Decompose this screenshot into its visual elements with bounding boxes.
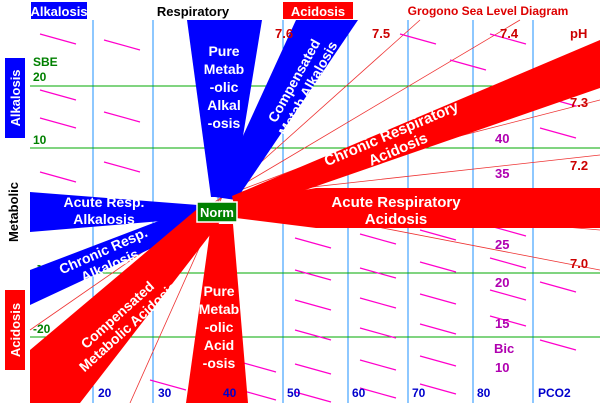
norm-label: Norm	[200, 205, 234, 220]
sbe-tick-minus20: -20	[33, 322, 51, 336]
acute-resp-alkalosis-line-2: Alkalosis	[73, 211, 135, 227]
acute-respiratory-acidosis-region	[236, 188, 600, 228]
pco2-tick-30: 30	[158, 386, 172, 400]
acidosis-tag: Acidosis	[291, 4, 345, 19]
chronic-respiratory-alkalosis-region	[30, 206, 212, 305]
bic-tick-15: 15	[495, 316, 509, 331]
pure-metab-acidosis-line-2: Metab	[199, 301, 239, 317]
pure-metab-acidosis-line-4: Acid	[204, 337, 234, 353]
bic-tick-40: 40	[495, 131, 509, 146]
ph-tick-7-5: 7.5	[372, 26, 390, 41]
acute-respiratory-acidosis-label: Acute Respiratory Acidosis	[331, 194, 461, 228]
pure-metab-alkalosis-line-1: Pure	[208, 43, 239, 59]
pure-metab-alkalosis-line-3: -olic	[210, 79, 239, 95]
sbe-axis-label: SBE	[33, 55, 58, 69]
bic-axis-label: Bic	[494, 341, 514, 356]
acute-resp-alkalosis-line-1: Acute Resp.	[64, 194, 145, 210]
acute-resp-acidosis-line-1: Acute Respiratory	[331, 194, 461, 211]
chronic-respiratory-acidosis-region	[232, 40, 600, 214]
pure-metabolic-acidosis-region	[186, 224, 248, 403]
pco2-axis-label: PCO2	[538, 386, 571, 400]
sbe-tick-minus10: -	[37, 258, 41, 272]
ph-tick-7-0: 7.0	[570, 256, 588, 271]
respiratory-label: Respiratory	[157, 4, 230, 19]
pco2-tick-40: 40	[223, 386, 237, 400]
side-metabolic-label: Metabolic	[6, 182, 21, 242]
pure-metabolic-acidosis-label: Pure Metab -olic Acid -osis	[199, 283, 239, 371]
acute-resp-acidosis-line-2: Acidosis	[365, 211, 428, 228]
side-acidosis-box	[5, 290, 25, 370]
pco2-tick-70: 70	[412, 386, 426, 400]
pco2-tick-50: 50	[287, 386, 301, 400]
ph-tick-7-2: 7.2	[570, 158, 588, 173]
norm-box	[196, 201, 238, 223]
compensated-metabolic-acidosis-region	[30, 210, 220, 403]
acute-respiratory-alkalosis-label: Acute Resp. Alkalosis	[64, 194, 145, 227]
sbe-tick-20: 20	[33, 70, 47, 84]
alkalosis-tag: Alkalosis	[30, 4, 87, 19]
sbe-tick-10: 10	[33, 133, 47, 147]
alkalosis-tag-box	[31, 2, 87, 19]
bic-tick-20: 20	[495, 275, 509, 290]
pco2-tick-20: 20	[98, 386, 112, 400]
compensated-metabolic-alkalosis-region	[215, 20, 358, 200]
pure-metab-acidosis-line-1: Pure	[203, 283, 234, 299]
pure-metab-alkalosis-line-5: -osis	[208, 115, 241, 131]
diagram-title: Grogono Sea Level Diagram	[408, 4, 569, 18]
bic-tick-10: 10	[495, 360, 509, 375]
bic-tick-35: 35	[495, 166, 509, 181]
acute-respiratory-alkalosis-region	[30, 192, 198, 232]
pure-metabolic-alkalosis-region	[187, 20, 262, 197]
bic-tick-25: 25	[495, 237, 509, 252]
pure-metab-acidosis-line-5: -osis	[203, 355, 236, 371]
side-alkalosis-label: Alkalosis	[8, 69, 23, 126]
pure-metab-alkalosis-line-4: Alkal	[207, 97, 240, 113]
ph-tick-7-4: 7.4	[500, 26, 519, 41]
ph-axis-label: pH	[570, 26, 587, 41]
pco2-tick-60: 60	[352, 386, 366, 400]
ph-tick-7-6: 7.6	[275, 26, 293, 41]
side-alkalosis-box	[5, 58, 25, 138]
pure-metab-alkalosis-line-2: Metab	[204, 61, 244, 77]
acidosis-tag-box	[283, 2, 353, 19]
bicarbonate-dashes	[39, 33, 577, 403]
side-acidosis-label: Acidosis	[8, 303, 23, 357]
ph-tick-7-3: 7.3	[570, 95, 588, 110]
pco2-tick-80: 80	[477, 386, 491, 400]
pure-metabolic-alkalosis-label: Pure Metab -olic Alkal -osis	[204, 43, 244, 131]
pure-metab-acidosis-line-3: -olic	[205, 319, 234, 335]
